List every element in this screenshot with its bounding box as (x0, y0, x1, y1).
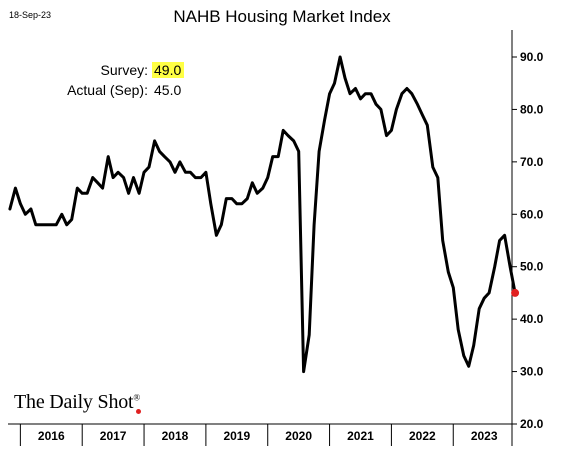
brand-mark: ® (133, 392, 141, 403)
chart-title: NAHB Housing Market Index (173, 7, 391, 26)
x-tick-label: 2017 (100, 429, 127, 443)
series-line (8, 55, 517, 374)
x-tick-label: 2016 (38, 429, 65, 443)
survey-label: Survey: (100, 62, 148, 78)
x-tick-label: 2021 (347, 429, 374, 443)
actual-label: Actual (Sep): (67, 82, 148, 98)
brand-logo: The Daily Shot® (14, 391, 142, 414)
axis-ticks: 20.0 30.0 40.0 50.0 60.0 70.0 80.0 90.0 2016 2017… (19, 50, 544, 446)
latest-point-marker (511, 288, 520, 297)
survey-value: 49.0 (152, 62, 185, 78)
y-tick-label: 50.0 (520, 260, 544, 274)
x-tick-label: 2019 (223, 429, 250, 443)
brand-name: The Daily Shot (14, 391, 134, 413)
y-tick-label: 30.0 (520, 365, 544, 379)
y-tick-label: 20.0 (520, 417, 544, 431)
y-tick-label: 70.0 (520, 155, 544, 169)
x-tick-label: 2020 (285, 429, 312, 443)
date-stamp: 18-Sep-23 (9, 10, 52, 20)
brand-dot-icon (136, 409, 142, 414)
chart-axes (8, 30, 513, 446)
actual-value: 45.0 (154, 82, 182, 98)
x-tick-label: 2018 (162, 429, 189, 443)
series-layer (8, 55, 520, 374)
x-tick-label: 2022 (409, 429, 436, 443)
y-tick-label: 60.0 (520, 207, 544, 221)
y-tick-label: 40.0 (520, 312, 544, 326)
x-tick-label: 2023 (471, 429, 498, 443)
y-tick-label: 90.0 (520, 50, 544, 64)
y-tick-label: 80.0 (520, 102, 544, 116)
